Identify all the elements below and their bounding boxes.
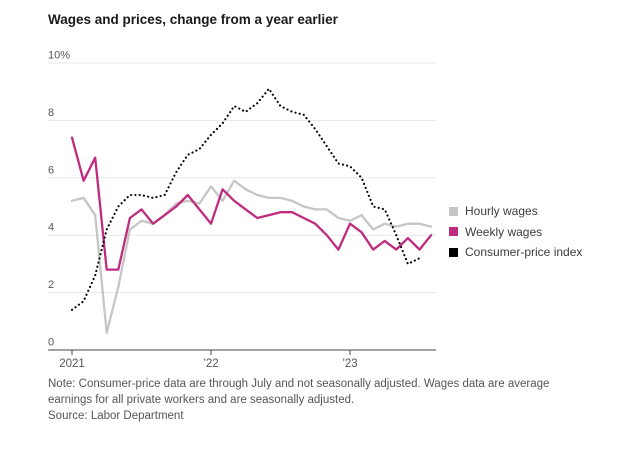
y-tick-label: 2 (48, 279, 54, 291)
y-tick-label: 10% (48, 50, 70, 62)
chart-source: Source: Labor Department (48, 410, 184, 422)
legend-label-hourly-wages: Hourly wages (465, 204, 538, 219)
legend-swatch-consumer-price-index (449, 247, 458, 257)
legend-label-weekly-wages: Weekly wages (465, 224, 543, 239)
legend-item-consumer-price-index: Consumer-price index (449, 242, 582, 263)
legend-swatch-hourly-wages (449, 206, 458, 216)
chart-note: Note: Consumer-price data are through Ju… (48, 378, 550, 406)
legend-label-consumer-price-index: Consumer-price index (465, 245, 583, 260)
y-tick-label: 8 (48, 107, 54, 119)
series-line-hourly-wages (70, 179, 433, 334)
y-tick-label: 6 (48, 164, 54, 176)
x-tick-label: ’22 (203, 358, 218, 370)
chart-title: Wages and prices, change from a year ear… (48, 12, 338, 27)
legend-item-hourly-wages: Hourly wages (449, 201, 582, 222)
x-tick-label: 2021 (59, 358, 85, 370)
series-line-weekly-wages (70, 136, 433, 271)
y-tick-label: 0 (48, 337, 54, 349)
x-tick-label: ’23 (342, 358, 357, 370)
legend-item-weekly-wages: Weekly wages (449, 222, 582, 243)
legend-swatch-weekly-wages (449, 227, 458, 237)
y-tick-label: 4 (48, 222, 54, 234)
chart-legend: Hourly wages Weekly wages Consumer-price… (449, 201, 582, 263)
series-line-consumer-price-index (70, 87, 421, 311)
